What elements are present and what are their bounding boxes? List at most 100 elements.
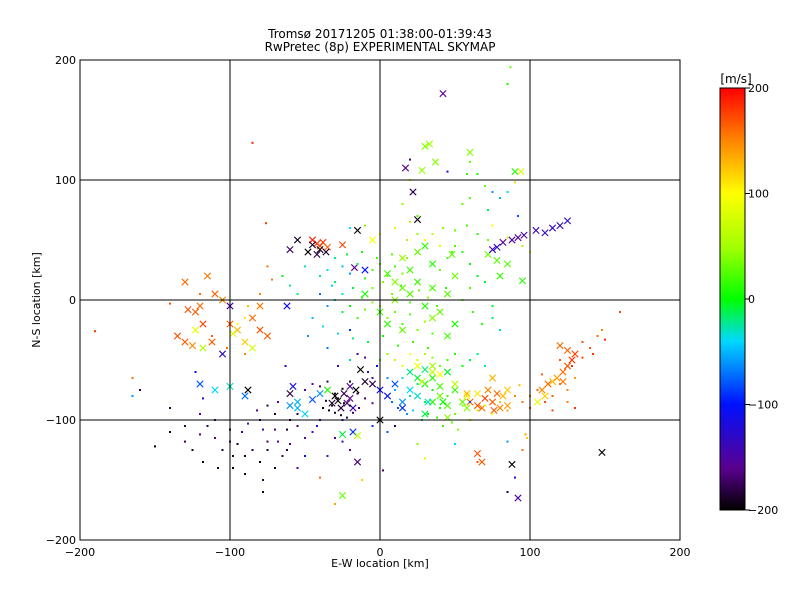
scatter-dot (491, 191, 494, 193)
scatter-dot (236, 323, 239, 325)
scatter-dot (364, 277, 366, 280)
scatter-cross (308, 396, 317, 404)
scatter-cross (199, 320, 207, 328)
scatter-cross (466, 148, 474, 156)
scatter-cross (544, 380, 552, 388)
scatter-dot (364, 308, 366, 311)
scatter-dot (439, 245, 441, 247)
scatter-cross (361, 290, 369, 298)
scatter-cross (563, 362, 572, 370)
scatter-dot (266, 265, 269, 268)
scatter-cross (398, 254, 407, 262)
scatter-dot (364, 397, 366, 400)
scatter-dot (296, 413, 299, 415)
scatter-dot (526, 437, 528, 439)
scatter-dot (476, 173, 479, 175)
scatter-dot (506, 83, 509, 85)
colorbar-ticks: −200 −100 0 100 200 (745, 82, 778, 517)
scatter-dot (371, 425, 374, 427)
scatter-dot (424, 239, 426, 241)
scatter-cross (361, 378, 369, 386)
scatter-cross (196, 380, 204, 388)
scatter-cross (328, 399, 336, 407)
scatter-cross (248, 344, 257, 352)
scatter-dot (442, 227, 444, 229)
scatter-dot (619, 311, 621, 313)
scatter-dot (476, 461, 479, 463)
scatter-dot (251, 141, 254, 144)
scatter-cross (499, 238, 507, 246)
scatter-dot (262, 428, 264, 431)
scatter-dot (439, 365, 441, 367)
scatter-cross (563, 346, 572, 354)
scatter-dot (499, 197, 501, 199)
scatter-dot (326, 380, 329, 383)
scatter-dot (427, 347, 429, 349)
scatter-cross (353, 432, 362, 440)
scatter-dot (194, 371, 197, 373)
scatter-cross (478, 458, 486, 466)
scatter-dot (592, 353, 594, 355)
scatter-dot (491, 224, 494, 227)
scatter-dot (401, 365, 404, 367)
scatter-dot (331, 404, 333, 407)
scatter-cross (541, 229, 549, 237)
y-tick-label: −200 (46, 534, 76, 547)
scatter-dot (244, 353, 246, 355)
scatter-dot (574, 407, 576, 409)
scatter-cross (406, 266, 414, 274)
scatter-dot (266, 449, 269, 451)
scatter-dot (439, 407, 441, 409)
scatter-cross (283, 302, 291, 310)
scatter-dot (517, 215, 519, 217)
scatter-dot (416, 233, 419, 235)
scatter-dot (304, 455, 306, 457)
scatter-dot (446, 359, 449, 361)
scatter-cross (383, 320, 392, 328)
scatter-dot (199, 293, 201, 295)
scatter-dot (491, 413, 494, 415)
scatter-cross (488, 398, 497, 406)
scatter-dot (361, 296, 363, 299)
scatter-cross (340, 390, 348, 398)
scatter-dot (409, 313, 411, 316)
scatter-dot (491, 317, 494, 319)
scatter-dot (416, 443, 419, 445)
scatter-dot (409, 221, 411, 223)
scatter-dot (337, 397, 339, 400)
colorbar-tick-label: −200 (748, 504, 778, 517)
scatter-dot (326, 347, 329, 349)
scatter-cross (493, 243, 501, 251)
scatter-cross (181, 278, 189, 286)
scatter-cross (463, 392, 471, 400)
scatter-dot (506, 491, 509, 493)
scatter-dot (514, 395, 516, 397)
scatter-dot (536, 389, 539, 391)
scatter-cross (436, 370, 444, 378)
scatter-cross (517, 168, 525, 176)
colorbar-tick-label: 200 (748, 82, 769, 95)
scatter-cross (356, 366, 365, 374)
scatter-dot (334, 392, 336, 395)
scatter-dot (544, 401, 546, 403)
scatter-dot (491, 305, 494, 307)
scatter-dot (446, 257, 449, 259)
scatter-dot (364, 224, 366, 227)
scatter-dot (581, 341, 584, 343)
x-tick-label: 0 (377, 546, 384, 559)
scatter-cross (496, 272, 504, 280)
scatter-dot (247, 422, 249, 425)
scatter-cross (391, 380, 399, 388)
scatter-cross (349, 428, 357, 436)
scatter-dot (487, 209, 489, 211)
scatter-dot (199, 413, 201, 415)
scatter-dot (349, 227, 351, 229)
scatter-dot (343, 402, 345, 405)
scatter-cross (248, 314, 257, 322)
scatter-dot (484, 281, 486, 283)
x-tick-label: −200 (65, 546, 95, 559)
scatter-dot (461, 203, 464, 205)
scatter-cross (541, 392, 549, 400)
colorbar-label: [m/s] (720, 72, 751, 86)
scatter-cross (496, 404, 504, 412)
